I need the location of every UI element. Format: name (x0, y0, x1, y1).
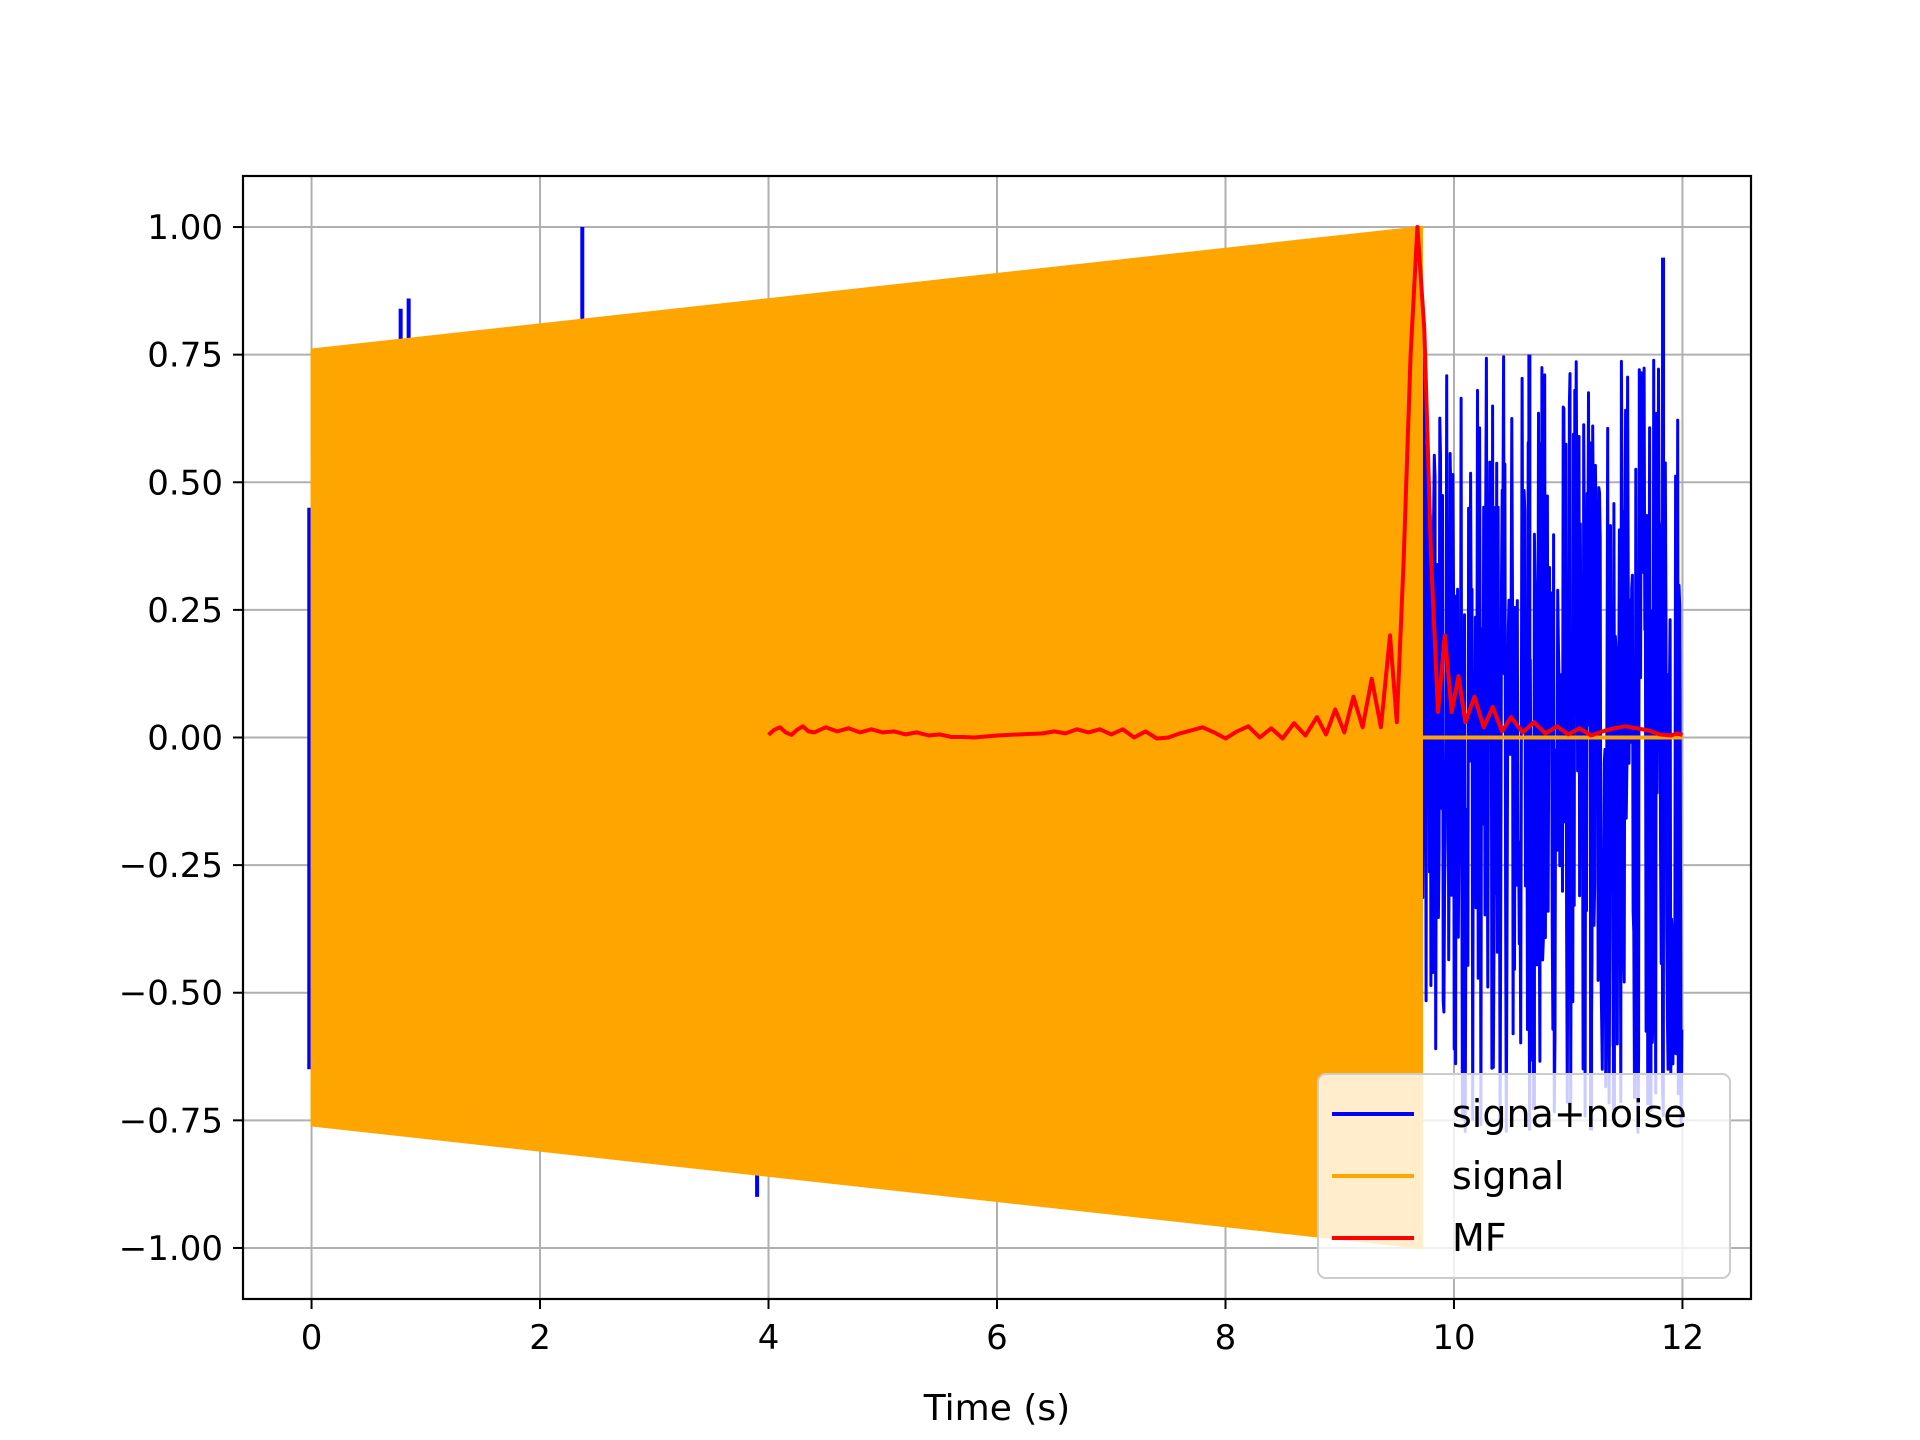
legend-label: signal (1452, 1154, 1564, 1198)
x-tick-label: 12 (1661, 1318, 1704, 1358)
y-tick-label: 0.75 (147, 336, 223, 376)
legend: signa+noise signal MF (1317, 1073, 1731, 1279)
y-tick-label: −0.50 (119, 974, 223, 1014)
x-tick-label: 4 (758, 1318, 780, 1358)
x-tick-label: 8 (1215, 1318, 1237, 1358)
y-tick-label: −0.75 (119, 1101, 223, 1141)
y-tick-label: 1.00 (147, 208, 223, 248)
ticks: 0 2 4 6 8 10 12 1.00 0.75 0.50 0.25 0.00 −0.25 −0.50 −… (119, 208, 1704, 1358)
legend-label: signa+noise (1452, 1092, 1687, 1136)
series-signal-line (310, 226, 1423, 1248)
x-axis-label: Time (s) (923, 1388, 1070, 1429)
y-tick-label: 0.25 (147, 591, 223, 631)
plot-area (307, 225, 1684, 1250)
x-tick-label: 6 (986, 1318, 1008, 1358)
y-tick-label: −0.25 (119, 846, 223, 886)
x-tick-label: 2 (529, 1318, 551, 1358)
y-tick-label: 0.00 (147, 719, 223, 759)
series-mf-line (767, 225, 1684, 741)
legend-box (1317, 1073, 1731, 1279)
y-tick-label: 0.50 (147, 463, 223, 503)
legend-label: MF (1452, 1216, 1507, 1260)
y-tick-label: −1.00 (119, 1229, 223, 1269)
x-tick-label: 0 (301, 1318, 323, 1358)
x-tick-label: 10 (1432, 1318, 1475, 1358)
